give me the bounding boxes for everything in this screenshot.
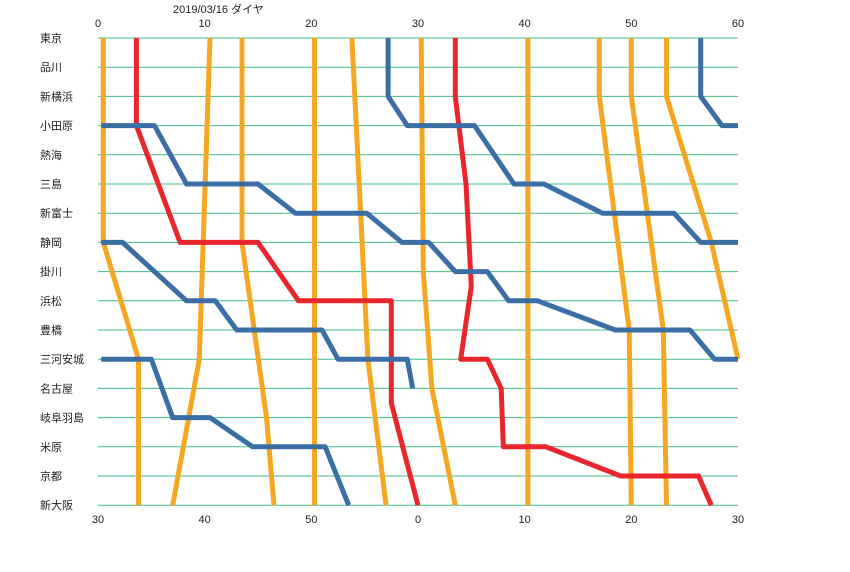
- x-top-tick-label: 10: [199, 18, 211, 30]
- x-bottom-tick-label: 30: [92, 514, 104, 526]
- x-bottom-tick-label: 0: [415, 514, 421, 526]
- x-top-tick-label: 30: [412, 18, 424, 30]
- station-label: 新横浜: [40, 89, 73, 103]
- train-line-orange: [100, 38, 141, 506]
- station-label: 東京: [40, 31, 62, 45]
- x-bottom-tick-label: 30: [732, 514, 744, 526]
- station-label: 米原: [40, 441, 62, 454]
- train-line-red: [452, 38, 714, 507]
- station-label: 浜松: [40, 294, 62, 308]
- station-label: 新富士: [40, 206, 73, 220]
- station-label: 品川: [40, 61, 62, 74]
- x-bottom-tick-label: 10: [519, 514, 531, 526]
- train-line-red: [133, 38, 421, 506]
- station-label: 三河安城: [40, 352, 84, 366]
- station-label: 豊橋: [40, 323, 62, 337]
- train-line-blue: [385, 38, 738, 245]
- train-line-blue: [101, 356, 352, 507]
- train-line-blue: [101, 239, 416, 389]
- station-label: 熱海: [40, 148, 62, 162]
- x-top-tick-label: 40: [519, 18, 531, 30]
- station-label: 京都: [40, 469, 62, 483]
- x-bottom-tick-label: 40: [199, 514, 211, 526]
- station-label: 新大阪: [40, 498, 73, 512]
- train-line-blue: [101, 123, 738, 362]
- chart-title: 2019/03/16 ダイヤ: [173, 2, 264, 16]
- train-line-blue: [698, 38, 738, 129]
- x-top-tick-label: 20: [305, 18, 317, 30]
- station-label: 小田原: [40, 120, 73, 133]
- station-label: 三島: [40, 177, 62, 191]
- x-axis-bottom: 30 40 50 0 10 20 30: [92, 514, 744, 526]
- train-line-orange: [170, 37, 213, 506]
- station-label: 掛川: [40, 265, 62, 279]
- grid-layer: [98, 37, 738, 506]
- station-label: 岐阜羽島: [40, 411, 84, 425]
- x-axis-top: 0 10 20 30 40 50 60: [95, 18, 744, 30]
- train-line-orange: [664, 38, 741, 360]
- station-labels: 東京品川新横浜小田原熱海三島新富士静岡掛川浜松豊橋三河安城名古屋岐阜羽島米原京都…: [40, 31, 84, 512]
- train-line-orange: [418, 37, 458, 506]
- x-bottom-tick-label: 50: [305, 514, 317, 526]
- series-layer: [100, 37, 741, 507]
- x-top-tick-label: 0: [95, 18, 101, 30]
- x-bottom-tick-label: 20: [625, 514, 637, 526]
- station-label: 名古屋: [40, 381, 73, 395]
- x-top-tick-label: 60: [732, 18, 744, 30]
- station-label: 静岡: [40, 235, 62, 249]
- x-top-tick-label: 50: [625, 18, 637, 30]
